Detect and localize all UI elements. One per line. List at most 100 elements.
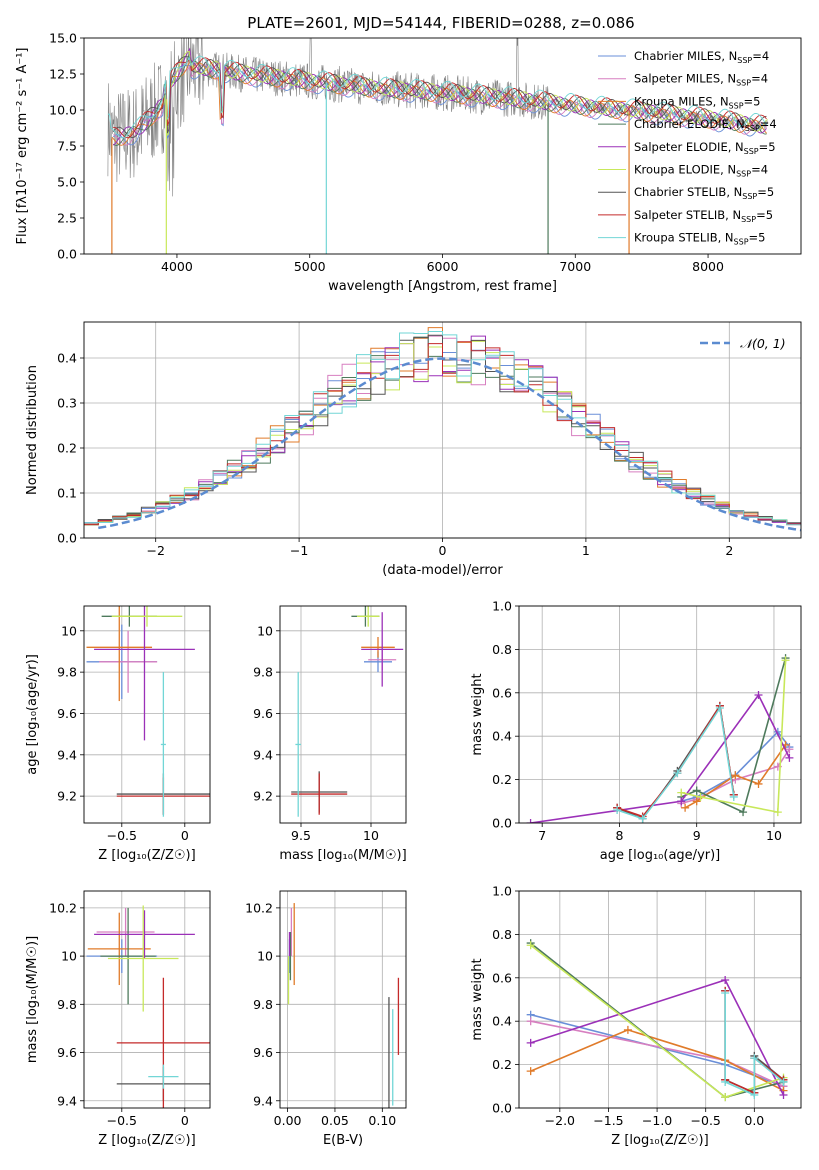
y-tick-label: 9.6 (57, 706, 77, 721)
y-axis-label: age [log₁₀(age/yr)] (25, 654, 40, 775)
y-tick-label: 0.4 (492, 729, 512, 744)
weight-marker-kroupa-elodie (781, 656, 790, 665)
y-tick-label: 10 (61, 623, 77, 638)
y-tick-label: 9.2 (57, 789, 77, 804)
x-tick-label: 8000 (692, 259, 724, 274)
x-axis-label: mass [log₁₀(M/M☉)] (279, 848, 406, 863)
y-tick-label: 0.6 (492, 970, 512, 985)
x-axis-label: E(B-V) (323, 1133, 363, 1148)
y-tick-label: 0.4 (492, 1014, 512, 1029)
y-tick-label: 10.2 (245, 900, 273, 915)
weight-marker-salpeter-elodie (677, 797, 686, 806)
y-tick-label: 9.6 (57, 1045, 77, 1060)
weight-marker-kroupa-stelib (715, 703, 724, 712)
x-tick-label: 0.05 (321, 1113, 349, 1128)
weight-marker-kroupa-elodie (721, 1093, 730, 1102)
x-tick-label: 9 (693, 828, 701, 843)
panel-residuals: −2 −1 0 1 2 0.0 0.1 0.2 0.3 0.4 (data-model)/error… (25, 321, 802, 578)
y-tick-label: 0.2 (57, 441, 77, 456)
weight-marker-salpeter-elodie (721, 975, 730, 984)
weight-marker-salpeter-elodie (779, 1090, 788, 1099)
plot-area (526, 939, 788, 1102)
y-tick-label: 10.2 (49, 900, 77, 915)
x-tick-label: 10 (363, 828, 379, 843)
y-tick-label: 0.0 (492, 1101, 512, 1116)
x-tick-label: −2.0 (545, 1113, 575, 1128)
panel-age-vs-mass: 9.5 10 9.2 9.4 9.6 9.8 10 mass [log₁₀(M/M☉)] (253, 605, 407, 863)
y-tick-label: 9.8 (253, 997, 273, 1012)
model-line-salpeter-elodie (112, 47, 767, 146)
weight-marker-salpeter-elodie (785, 753, 794, 762)
weight-marker-kroupa-stelib (721, 988, 730, 997)
plot-area (84, 327, 801, 532)
x-tick-label: 0 (181, 1113, 189, 1128)
weight-marker-salpeter-elodie (754, 690, 763, 699)
weight-marker-kroupa-elodie (773, 808, 782, 817)
weight-marker-kroupa-stelib (779, 1077, 788, 1086)
y-tick-label: 9.8 (57, 997, 77, 1012)
legend: Chabrier MILES, NSSP=4 Salpeter MILES, NS… (598, 49, 777, 247)
y-tick-label: 12.5 (49, 67, 77, 82)
y-tick-label: 5.0 (57, 175, 77, 190)
weight-marker-kroupa-stelib (750, 1054, 759, 1063)
weight-marker-kroupa-elodie (526, 941, 535, 950)
plot-area (107, 38, 768, 254)
x-tick-label: −0.5 (107, 1113, 137, 1128)
y-tick-label: 0.2 (492, 772, 512, 787)
axes-frame (83, 321, 802, 539)
axes-frame (83, 890, 211, 1109)
weight-marker-kroupa-miles (692, 797, 701, 806)
x-tick-label: 0 (439, 543, 447, 558)
model-line-kroupa-stelib (107, 55, 768, 139)
legend-entry: Chabrier MILES, NSSP=4 (634, 49, 769, 65)
axes-frame (279, 605, 407, 824)
weight-marker-kroupa-stelib (729, 792, 738, 801)
y-tick-label: 9.6 (253, 706, 273, 721)
panel-mass-vs-ebv: 0.00 0.05 0.10 9.4 9.6 9.8 10 10.2 E(B-V) (245, 890, 407, 1148)
x-tick-label: −1.0 (642, 1113, 672, 1128)
y-tick-label: 0.3 (57, 396, 77, 411)
legend-entry: Kroupa MILES, NSSP=5 (634, 94, 760, 110)
x-axis-label: Z [log₁₀(Z/Z☉)] (98, 1133, 195, 1148)
model-line-kroupa-elodie (163, 50, 768, 137)
axes-frame (518, 890, 802, 1109)
x-tick-label: 9.5 (291, 828, 311, 843)
weight-marker-kroupa-miles (754, 779, 763, 788)
y-tick-label: 0.0 (57, 247, 77, 262)
legend-entry: Kroupa ELODIE, NSSP=4 (634, 163, 768, 179)
y-tick-label: 2.5 (57, 211, 77, 226)
weight-marker-salpeter-miles (785, 745, 794, 754)
x-axis-label: Z [log₁₀(Z/Z☉)] (611, 1133, 708, 1148)
plot-area (291, 606, 404, 817)
x-tick-label: 8 (615, 828, 623, 843)
panel-spectrum: 4000 5000 6000 7000 8000 0.0 2.5 5.0 7.5 10.0 12.5… (15, 31, 802, 294)
plot-area (86, 606, 210, 817)
legend-entry: Salpeter STELIB, NSSP=5 (634, 208, 773, 224)
x-axis-label: Z [log₁₀(Z/Z☉)] (98, 848, 195, 863)
x-tick-label: −2 (146, 543, 164, 558)
y-tick-label: 15.0 (49, 31, 77, 46)
model-line-chabrier-miles (112, 64, 767, 146)
legend-entry: Salpeter ELODIE, NSSP=5 (634, 140, 776, 156)
legend-entry: Kroupa STELIB, NSSP=5 (634, 231, 765, 247)
weight-line-salpeter-elodie (530, 693, 791, 823)
panel-weight-vs-z: −2.0 −1.5 −1.0 −0.5 0.0 0.0 0.2 0.4 0.6 0.8 1.0 Z [… (470, 884, 802, 1148)
gaussian-curve (98, 357, 801, 532)
weight-marker-chabrier-elodie (739, 808, 748, 817)
y-tick-label: 0.0 (57, 531, 77, 546)
axes-frame (83, 605, 211, 824)
y-tick-label: 0.0 (492, 816, 512, 831)
y-tick-label: 0.1 (57, 486, 77, 501)
weight-marker-kroupa-stelib (638, 814, 647, 823)
weight-marker-salpeter-miles (526, 1017, 535, 1026)
weight-marker-kroupa-miles (623, 1025, 632, 1034)
x-tick-label: 0.0 (744, 1113, 764, 1128)
weight-marker-salpeter-elodie (526, 1038, 535, 1047)
y-tick-label: 9.4 (253, 747, 273, 762)
x-tick-label: 6000 (427, 259, 459, 274)
y-tick-label: 10 (257, 623, 273, 638)
y-tick-label: 10 (61, 949, 77, 964)
y-tick-label: 9.2 (253, 789, 273, 804)
model-line-chabrier-stelib (112, 56, 767, 139)
